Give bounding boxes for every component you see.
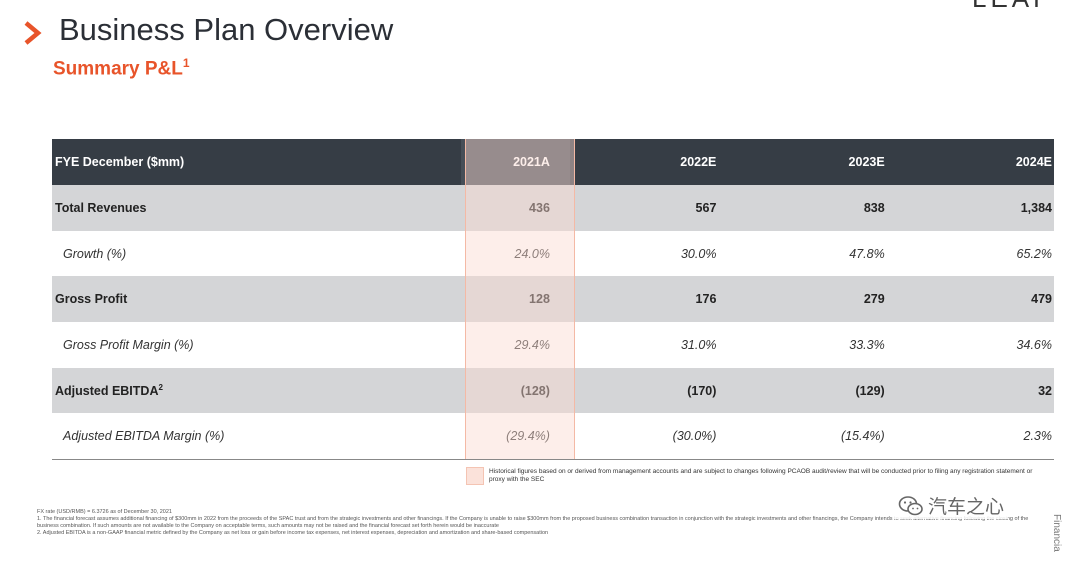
wechat-icon (898, 495, 923, 515)
watermark-text: 汽车之心 (928, 497, 1005, 518)
column-header: 2024E (1015, 155, 1052, 169)
column-header: 2023E (848, 155, 885, 169)
table-cell: 567 (695, 200, 717, 215)
table-row: Growth (%) 24.0% 30.0% 47.8% 65.2% (52, 230, 1054, 277)
column-header: FYE December ($mm) (55, 155, 185, 169)
row-label: Adjusted EBITDA Margin (%) (63, 429, 225, 444)
table-row: Gross Profit Margin (%) 29.4% 31.0% 33.3… (52, 322, 1054, 368)
table-cell: (170) (687, 383, 717, 398)
table-cell: 34.6% (1016, 337, 1052, 352)
row-label: Gross Profit (55, 292, 128, 307)
side-label: Financia (1051, 514, 1062, 552)
company-logo: LEAP (972, 0, 1080, 8)
table-cell: 32 (1038, 383, 1052, 398)
chevron-right-icon (24, 21, 42, 45)
historical-legend-text: Historical figures based on or derived f… (489, 468, 1033, 483)
table-cell: (15.4%) (840, 429, 885, 444)
table-cell: 2.3% (1023, 429, 1053, 444)
footnotes: FX rate (USD/RMB) = 6.3726 as of Decembe… (37, 509, 1037, 537)
table-cell: (29.4%) (506, 429, 550, 444)
footnote-2: 2. Adjusted EBITDA is a non-GAAP financi… (37, 530, 549, 536)
table-cell: 176 (695, 292, 717, 307)
page-title: Business Plan Overview (59, 12, 394, 47)
section-subtitle: Summary P&L1 (53, 56, 190, 80)
column-header: 2021A (460, 139, 570, 185)
column-header: 2022E (680, 155, 717, 169)
table-cell: (129) (855, 383, 885, 398)
pnl-table: FYE December ($mm) 2021A 2022E 2023E 202… (52, 139, 1054, 461)
row-label: Gross Profit Margin (%) (63, 337, 194, 352)
table-cell: 279 (863, 292, 885, 307)
table-cell: 24.0% (514, 246, 550, 261)
table-cell: (128) (520, 383, 550, 398)
table-cell: 47.8% (849, 246, 885, 261)
table-row: Total Revenues 436 567 838 1,384 (52, 185, 1054, 231)
table-cell: 128 (529, 292, 550, 307)
footnote-1: 1. The financial forecast assumes additi… (37, 516, 1029, 529)
table-cell: 30.0% (680, 246, 717, 261)
row-label: Growth (%) (63, 246, 127, 261)
watermark: 汽车之心 (894, 492, 1009, 519)
table-header-row: FYE December ($mm) 2021A 2022E 2023E 202… (52, 139, 1054, 185)
table-cell: 65.2% (1016, 246, 1052, 261)
row-label: Adjusted EBITDA2 (55, 383, 163, 399)
row-label: Total Revenues (55, 200, 147, 215)
table-cell: 29.4% (514, 337, 550, 352)
table-cell: 33.3% (849, 337, 885, 352)
table-row: Adjusted EBITDA2 (128) (170) (129) 32 (52, 367, 1054, 414)
fx-footnote: FX rate (USD/RMB) = 6.3726 as of Decembe… (37, 509, 172, 515)
table-row: Gross Profit 128 176 279 479 (52, 276, 1054, 323)
historical-legend-swatch (466, 467, 484, 485)
table-cell: 838 (863, 200, 885, 215)
table-cell: (30.0%) (672, 429, 717, 444)
table-cell: 436 (529, 200, 550, 215)
table-cell: 31.0% (680, 337, 717, 352)
table-row: Adjusted EBITDA Margin (%) (29.4%) (30.0… (52, 413, 1054, 461)
table-cell: 1,384 (1020, 200, 1052, 215)
table-cell: 479 (1031, 292, 1052, 307)
